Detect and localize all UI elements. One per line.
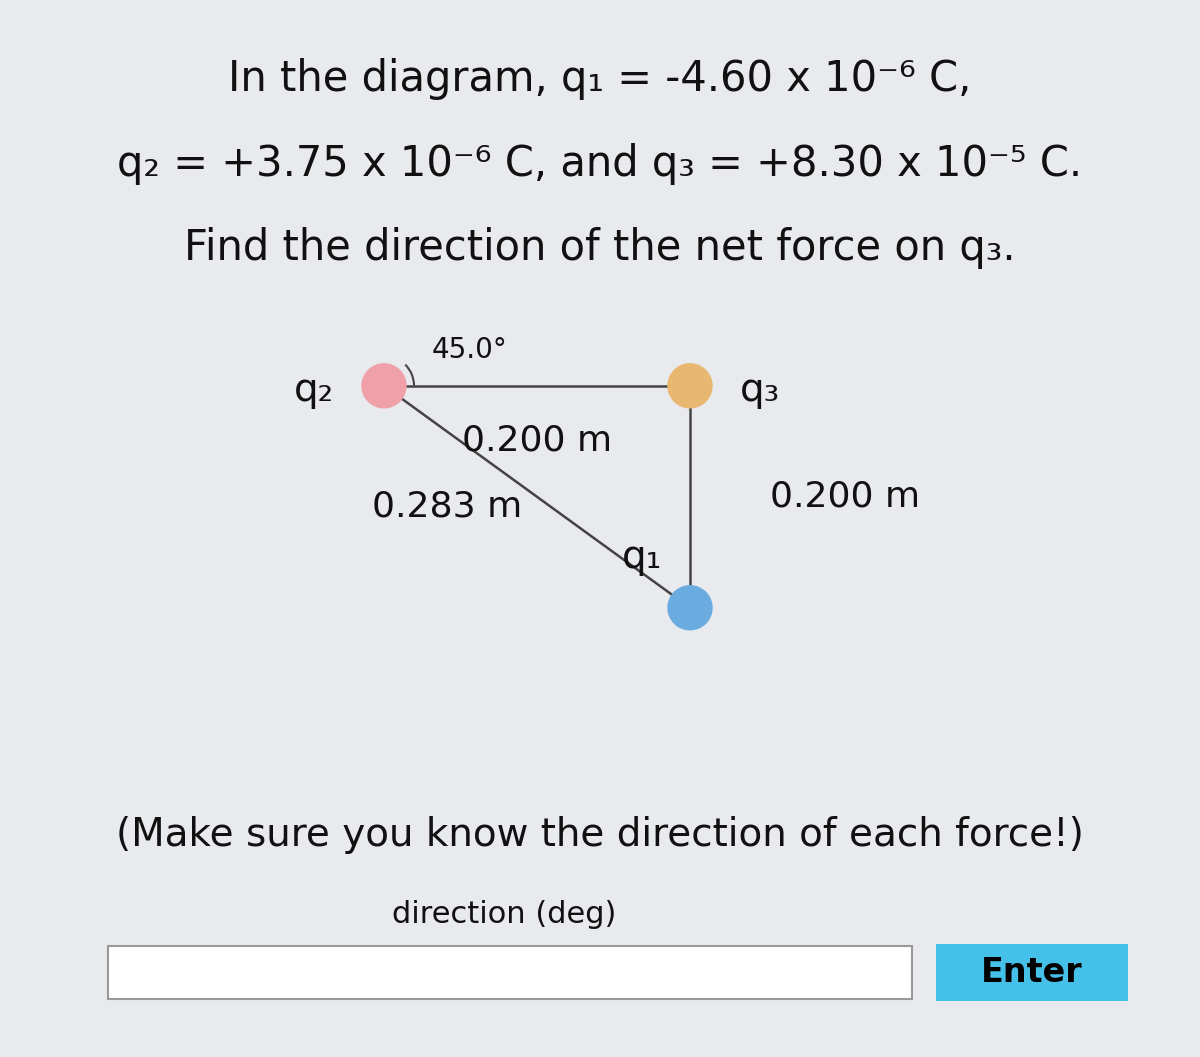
Text: (Make sure you know the direction of each force!): (Make sure you know the direction of eac… — [116, 816, 1084, 854]
Text: q₂ = +3.75 x 10⁻⁶ C, and q₃ = +8.30 x 10⁻⁵ C.: q₂ = +3.75 x 10⁻⁶ C, and q₃ = +8.30 x 10… — [118, 143, 1082, 185]
Text: 45.0°: 45.0° — [432, 336, 508, 364]
Text: 0.200 m: 0.200 m — [770, 480, 920, 514]
Text: q₂: q₂ — [294, 371, 334, 409]
Text: 0.200 m: 0.200 m — [462, 424, 612, 458]
Text: direction (deg): direction (deg) — [392, 900, 616, 929]
FancyBboxPatch shape — [108, 946, 912, 999]
Text: q₃: q₃ — [740, 371, 780, 409]
Text: Enter: Enter — [982, 956, 1082, 989]
FancyBboxPatch shape — [936, 944, 1128, 1001]
Text: Find the direction of the net force on q₃.: Find the direction of the net force on q… — [184, 227, 1016, 270]
Text: In the diagram, q₁ = -4.60 x 10⁻⁶ C,: In the diagram, q₁ = -4.60 x 10⁻⁶ C, — [228, 58, 972, 100]
Text: q₁: q₁ — [622, 538, 662, 576]
Circle shape — [362, 364, 406, 408]
Circle shape — [668, 364, 712, 408]
Circle shape — [668, 586, 712, 630]
Text: 0.283 m: 0.283 m — [372, 489, 522, 524]
